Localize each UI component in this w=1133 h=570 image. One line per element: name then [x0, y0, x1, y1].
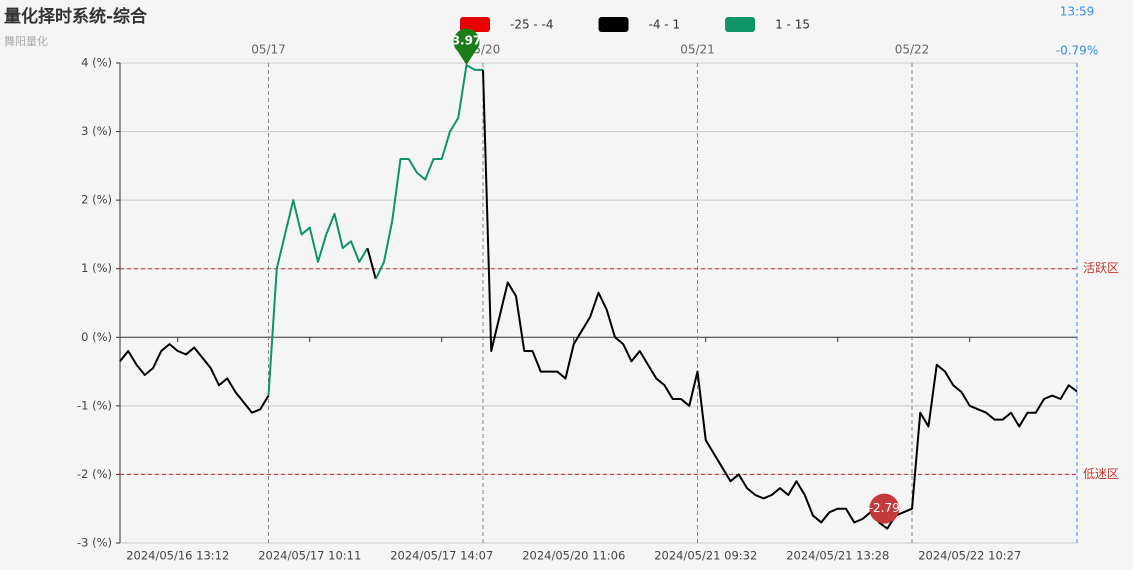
day-label: 05/21	[680, 43, 715, 57]
x-tick-label: 2024/05/22 10:27	[918, 549, 1021, 563]
reference-label: 活跃区	[1083, 261, 1119, 275]
y-tick-label: 4 (%)	[81, 56, 112, 70]
y-tick-label: -1 (%)	[77, 398, 112, 412]
line-series	[366, 247, 377, 280]
legend-label: 1 - 15	[775, 18, 810, 32]
y-tick-label: -2 (%)	[77, 467, 112, 481]
day-label: 05/22	[895, 43, 930, 57]
x-tick-label: 2024/05/21 13:28	[786, 549, 889, 563]
legend-label: -4 - 1	[649, 18, 681, 32]
legend-swatch	[725, 17, 756, 32]
y-tick-label: 3 (%)	[81, 124, 112, 138]
x-tick-label: 2024/05/17 10:11	[258, 549, 361, 563]
x-tick-label: 2024/05/21 09:32	[654, 549, 757, 563]
min-marker	[869, 493, 900, 524]
y-tick-label: 1 (%)	[81, 261, 112, 275]
max-marker	[453, 28, 480, 66]
y-tick-label: -3 (%)	[77, 536, 112, 550]
min-label: -2.79	[869, 501, 900, 515]
y-tick-label: 0 (%)	[81, 330, 112, 344]
chart-title: 量化择时系统-综合	[4, 6, 148, 27]
end-time: 13:59	[1060, 5, 1095, 19]
line-series	[267, 199, 369, 396]
x-tick-label: 2024/05/17 14:07	[390, 549, 493, 563]
max-label: 3.97	[452, 34, 482, 48]
line-series	[482, 69, 1078, 530]
end-value: -0.79%	[1056, 44, 1098, 58]
day-label: 05/17	[251, 43, 286, 57]
x-tick-label: 2024/05/16 13:12	[126, 549, 229, 563]
chart-subtitle: 舞阳量化	[4, 34, 48, 48]
legend-swatch	[460, 17, 490, 32]
legend-label: -25 - -4	[510, 18, 554, 32]
reference-label: 低迷区	[1083, 467, 1119, 481]
line-series	[374, 64, 483, 280]
line-series	[119, 343, 270, 414]
x-tick-label: 2024/05/20 11:06	[522, 549, 625, 563]
y-tick-label: 2 (%)	[81, 193, 112, 207]
legend-swatch	[598, 17, 629, 32]
